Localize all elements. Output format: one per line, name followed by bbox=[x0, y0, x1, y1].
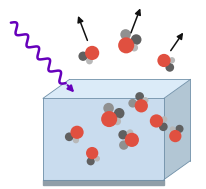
Circle shape bbox=[72, 137, 79, 143]
Circle shape bbox=[135, 92, 143, 101]
Circle shape bbox=[101, 111, 117, 127]
Circle shape bbox=[165, 63, 173, 72]
Circle shape bbox=[86, 58, 92, 64]
Circle shape bbox=[175, 125, 183, 133]
Circle shape bbox=[113, 108, 124, 119]
Circle shape bbox=[118, 37, 133, 53]
Circle shape bbox=[85, 46, 99, 60]
Circle shape bbox=[118, 140, 128, 150]
Circle shape bbox=[94, 156, 99, 162]
Polygon shape bbox=[43, 98, 163, 180]
Circle shape bbox=[86, 157, 94, 165]
Polygon shape bbox=[43, 180, 163, 185]
Circle shape bbox=[120, 29, 130, 40]
Polygon shape bbox=[163, 79, 190, 180]
Polygon shape bbox=[43, 79, 190, 98]
Circle shape bbox=[64, 132, 73, 141]
Circle shape bbox=[157, 54, 170, 67]
Circle shape bbox=[130, 34, 141, 45]
Circle shape bbox=[158, 122, 167, 131]
Circle shape bbox=[168, 57, 174, 64]
Circle shape bbox=[130, 44, 137, 51]
Circle shape bbox=[70, 126, 83, 139]
Circle shape bbox=[142, 97, 148, 103]
Circle shape bbox=[149, 114, 162, 128]
Circle shape bbox=[113, 118, 121, 125]
Circle shape bbox=[134, 99, 147, 112]
Circle shape bbox=[169, 126, 175, 132]
Circle shape bbox=[118, 130, 127, 139]
Circle shape bbox=[103, 103, 113, 113]
Circle shape bbox=[124, 133, 138, 147]
Circle shape bbox=[128, 99, 136, 108]
Circle shape bbox=[86, 147, 98, 159]
Circle shape bbox=[78, 52, 87, 61]
Circle shape bbox=[160, 116, 167, 122]
Circle shape bbox=[126, 129, 133, 136]
Circle shape bbox=[168, 130, 181, 142]
